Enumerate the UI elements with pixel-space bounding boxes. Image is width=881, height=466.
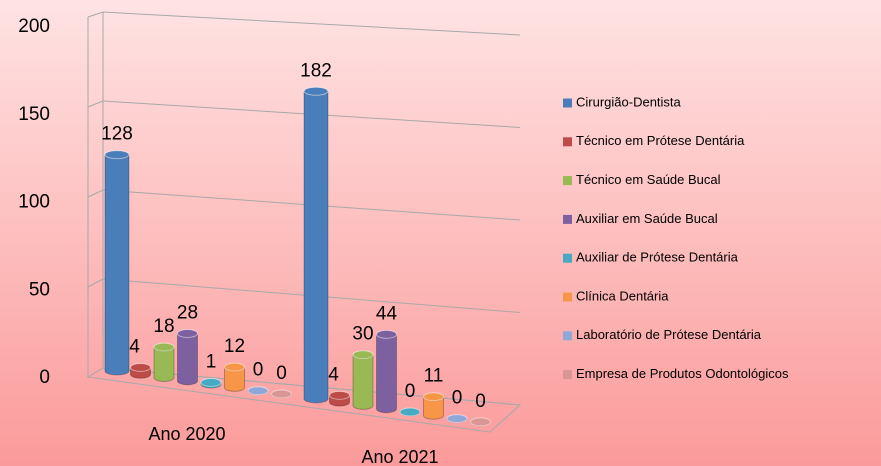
bar-top	[200, 377, 222, 387]
legend-swatch	[563, 137, 572, 147]
bar	[352, 354, 374, 410]
bar-top	[153, 342, 175, 352]
bar	[376, 334, 397, 414]
legend-swatch	[563, 292, 572, 302]
legend-swatch	[563, 253, 572, 263]
legend-swatch	[563, 176, 572, 186]
data-label: 18	[153, 316, 174, 337]
bar-top	[177, 329, 198, 339]
bar-top	[247, 386, 269, 396]
bar-top	[271, 389, 292, 399]
data-label: 1	[206, 351, 217, 372]
y-tick-label: 100	[18, 192, 50, 213]
data-label: 30	[352, 324, 373, 345]
legend-label: Técnico em Saúde Bucal	[576, 172, 721, 187]
bar-top	[376, 329, 397, 339]
legend-label: Laboratório de Prótese Dentária	[576, 327, 762, 342]
bar-top	[399, 407, 421, 417]
grid-side	[87, 278, 104, 288]
data-label: 28	[177, 303, 198, 324]
legend-label: Auxiliar em Saúde Bucal	[576, 211, 718, 226]
bar-top	[224, 362, 245, 372]
grid-side	[87, 100, 104, 108]
grid-side	[87, 189, 104, 198]
y-tick-label: 200	[18, 16, 50, 37]
data-label: 44	[376, 303, 398, 324]
data-label: 0	[452, 388, 463, 409]
legend-label: Auxiliar de Prótese Dentária	[576, 250, 739, 265]
bar-top	[446, 414, 468, 424]
grid-line	[102, 11, 521, 36]
x-tick-label: Ano 2020	[148, 424, 225, 444]
grid-side	[87, 11, 104, 18]
data-label: 0	[253, 360, 264, 381]
legend-label: Clínica Dentária	[576, 288, 669, 303]
grid-side	[87, 367, 104, 378]
legend-swatch	[563, 98, 572, 108]
data-label: 182	[300, 60, 332, 81]
bar-top	[303, 86, 329, 96]
data-label: 128	[101, 124, 133, 145]
bar	[153, 346, 175, 383]
legend-label: Técnico em Prótese Dentária	[576, 133, 745, 148]
legend-swatch	[563, 214, 572, 224]
bar	[104, 154, 130, 376]
data-label: 11	[424, 366, 444, 387]
x-tick-label: Ano 2021	[361, 447, 438, 466]
bar-top	[352, 350, 374, 360]
bar	[303, 91, 329, 404]
legend-swatch	[563, 331, 572, 341]
bar-top	[130, 363, 151, 373]
bar-top	[423, 392, 444, 402]
bar-top	[329, 390, 350, 400]
y-tick-label: 0	[39, 367, 50, 388]
data-label: 4	[129, 337, 140, 358]
bar-top	[104, 150, 130, 160]
legend-swatch	[563, 370, 572, 380]
data-label: 0	[276, 363, 287, 384]
legend-label: Cirurgião-Dentista	[576, 94, 682, 109]
data-label: 4	[328, 364, 339, 385]
data-label: 0	[405, 381, 416, 402]
legend-label: Empresa de Produtos Odontológicos	[576, 366, 789, 381]
data-label: 12	[224, 336, 245, 357]
bar-top	[470, 417, 491, 427]
bar	[177, 333, 198, 386]
y-tick-label: 50	[29, 279, 50, 300]
data-label: 0	[475, 391, 486, 412]
y-tick-label: 150	[18, 104, 50, 125]
